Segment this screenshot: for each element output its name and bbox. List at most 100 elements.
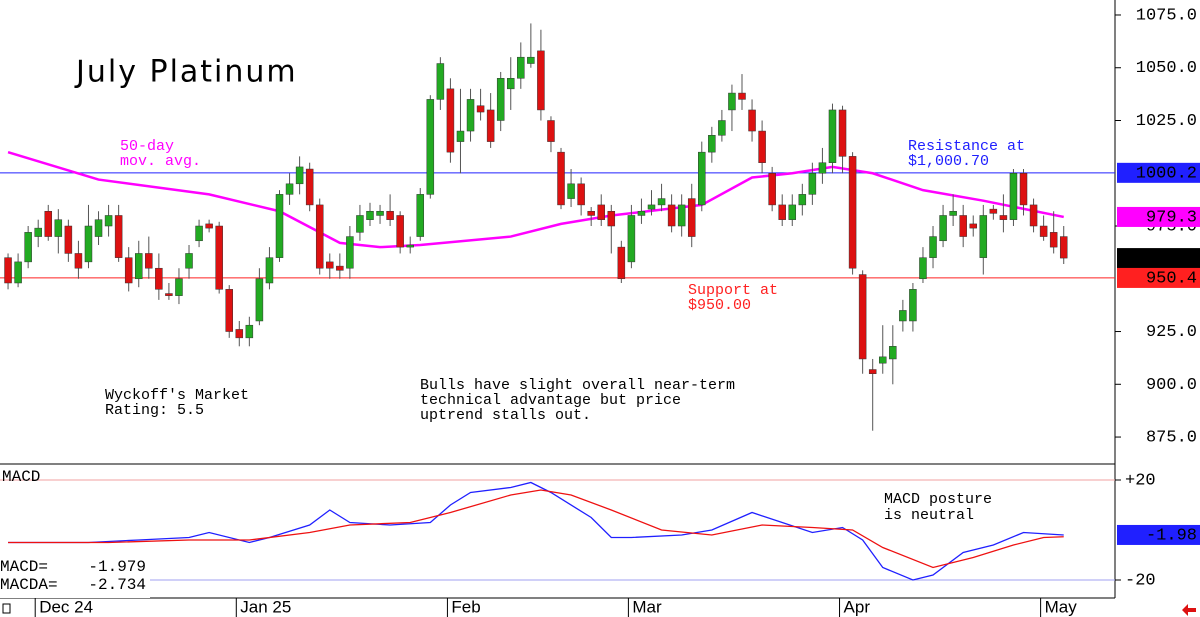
candle-body [939, 215, 947, 242]
annotation: Support at [688, 282, 778, 299]
candle-body [235, 329, 244, 339]
candle-body [44, 210, 53, 237]
annotation: Resistance at [908, 138, 1025, 155]
candle-body [386, 210, 394, 220]
readout-label: MACDA= [0, 576, 58, 594]
candle-body [969, 223, 977, 229]
candle-body [959, 215, 967, 237]
annotation: $950.00 [688, 297, 751, 314]
x-tick-label: Feb [451, 597, 480, 616]
annotation: Rating: 5.5 [105, 402, 204, 419]
candle-body [24, 232, 32, 263]
candle-body [145, 253, 153, 269]
scroll-arrow[interactable] [1182, 604, 1196, 616]
candle-body [114, 215, 123, 258]
readout-value: -1.979 [88, 558, 146, 576]
candle-body [124, 257, 133, 284]
candle-body [909, 289, 917, 322]
candle-body [84, 225, 93, 263]
candle-body [165, 293, 173, 296]
candle-body [758, 130, 766, 163]
candle-body [657, 198, 666, 206]
candle-body [1039, 225, 1048, 237]
candle-body [979, 215, 988, 258]
macd-note: MACD posture [884, 491, 992, 508]
macd-marker-label: -1.98 [1146, 526, 1197, 545]
candle-body [647, 204, 656, 210]
candle-body [708, 135, 716, 153]
candle-body [506, 78, 515, 90]
price-marker-box [1117, 162, 1200, 183]
price-marker-label: 979.3 [1146, 208, 1197, 227]
candle-body [446, 88, 455, 153]
candle-body [848, 156, 857, 269]
candle-body [858, 274, 867, 360]
candle-body [547, 120, 555, 142]
candle-body [486, 109, 495, 142]
annotation: Wyckoff's Market [105, 387, 249, 404]
candle-body [245, 324, 254, 339]
candle-body [738, 92, 746, 100]
candle-body [14, 261, 22, 284]
candle-body [215, 225, 223, 290]
price-marker-label: 1000.2 [1136, 164, 1197, 183]
candle-body [698, 151, 706, 206]
candle-body [265, 257, 274, 284]
candle-body [557, 151, 565, 206]
candle-body [275, 194, 284, 258]
candle-body [356, 215, 364, 233]
candle-body [687, 198, 696, 237]
candle-body [748, 109, 756, 132]
y-tick-label: 1025.0 [1136, 112, 1197, 131]
price-marker-box [1117, 206, 1200, 227]
candle-body [527, 56, 535, 64]
candle-body [889, 346, 897, 360]
candle-body [155, 267, 163, 290]
candle-body [627, 215, 636, 263]
candle-body [285, 183, 294, 195]
macd-tick-label: -20 [1125, 571, 1156, 590]
annotation: mov. avg. [120, 153, 201, 170]
candle-body [466, 99, 475, 132]
candle-body [4, 257, 12, 284]
candle-body [376, 210, 384, 216]
candle-body [436, 63, 445, 100]
candle-body [104, 215, 113, 227]
candle-body [456, 130, 465, 142]
candle-body [134, 253, 143, 280]
candle-body [567, 183, 575, 199]
candle-body [34, 227, 42, 237]
candle-body [718, 120, 726, 136]
macd-marker-box [1117, 524, 1200, 545]
price-marker-box [1117, 267, 1200, 288]
candle-body [537, 50, 545, 111]
price-marker-box [1117, 248, 1200, 269]
candle-body [517, 56, 525, 79]
annotation: Bulls have slight overall near-term [420, 377, 735, 394]
macd-tick-label: +20 [1125, 471, 1156, 490]
macd-line [8, 489, 1064, 569]
candle-body [818, 162, 827, 174]
candle-body [597, 204, 605, 220]
macd-line [8, 481, 1064, 581]
candle-body [64, 225, 73, 254]
candle-body [1059, 236, 1068, 259]
candle-body [396, 215, 404, 248]
x-tick-label: Jan 25 [240, 597, 291, 616]
corner-box [2, 603, 11, 614]
readout-value: -2.734 [88, 576, 146, 594]
annotation: uptrend stalls out. [420, 407, 591, 424]
candle-body [185, 253, 193, 269]
annotation: 50-day [120, 138, 174, 155]
candle-body [476, 105, 485, 113]
candle-body [637, 210, 646, 216]
candle-body [768, 173, 776, 206]
candle-body [175, 278, 183, 296]
candle-body [868, 369, 877, 374]
candle-body [667, 204, 676, 227]
y-tick-label: 1050.0 [1136, 59, 1197, 78]
candle-body [798, 194, 807, 206]
annotation: technical advantage but price [420, 392, 681, 409]
candle-body [919, 257, 927, 280]
